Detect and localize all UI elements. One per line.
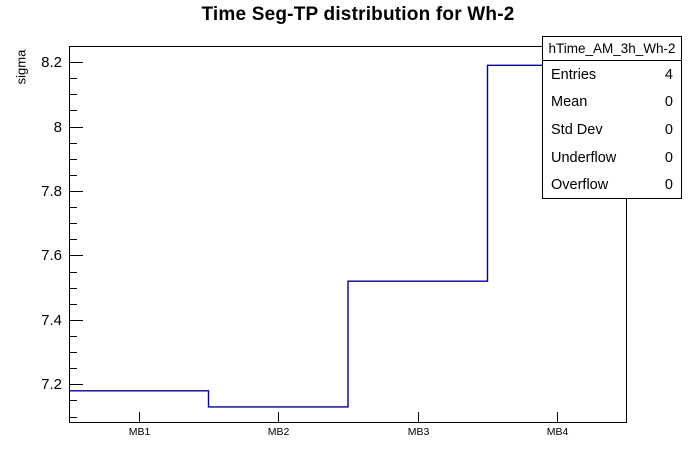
y-tick-label: 8 bbox=[53, 118, 62, 136]
y-tick-label: 7.4 bbox=[41, 311, 62, 329]
stats-row-label: Overflow bbox=[551, 177, 609, 194]
stats-row-label: Std Dev bbox=[551, 121, 603, 138]
histogram-step-line bbox=[69, 64, 627, 408]
stats-row: Std Dev 0 bbox=[543, 116, 681, 144]
stats-box-title: hTime_AM_3h_Wh-2 bbox=[543, 37, 681, 61]
stats-row-label: Entries bbox=[551, 66, 597, 83]
stats-row-value: 0 bbox=[664, 121, 673, 138]
x-tick-label: MB4 bbox=[546, 426, 569, 438]
chart-title: Time Seg-TP distribution for Wh-2 bbox=[201, 4, 515, 25]
y-tick-label: 7.6 bbox=[41, 246, 62, 264]
y-tick-label: 7.2 bbox=[41, 375, 62, 393]
stats-row-value: 4 bbox=[664, 66, 673, 83]
stats-rows: Entries 4 Mean 0 Std Dev 0 Underflow 0 Overflow 0 bbox=[543, 61, 681, 199]
stats-box: hTime_AM_3h_Wh-2 Entries 4 Mean 0 Std Dev 0 Un… bbox=[542, 36, 682, 199]
stats-row-value: 0 bbox=[664, 149, 673, 166]
y-tick-label: 8.2 bbox=[41, 53, 62, 71]
x-tick-label: MB3 bbox=[407, 426, 430, 438]
plot-frame bbox=[69, 46, 627, 423]
stats-row: Entries 4 bbox=[543, 61, 681, 89]
stats-row-label: Mean bbox=[551, 94, 588, 111]
stats-row: Underflow 0 bbox=[543, 144, 681, 172]
stats-row-value: 0 bbox=[664, 177, 673, 194]
stats-row: Overflow 0 bbox=[543, 171, 681, 199]
stats-row: Mean 0 bbox=[543, 89, 681, 117]
x-tick-label: MB2 bbox=[267, 426, 290, 438]
stats-row-value: 0 bbox=[664, 94, 673, 111]
plot-area bbox=[69, 46, 627, 423]
stats-row-label: Underflow bbox=[551, 149, 617, 166]
x-tick-label: MB1 bbox=[128, 426, 151, 438]
y-tick-label: 7.8 bbox=[41, 182, 62, 200]
